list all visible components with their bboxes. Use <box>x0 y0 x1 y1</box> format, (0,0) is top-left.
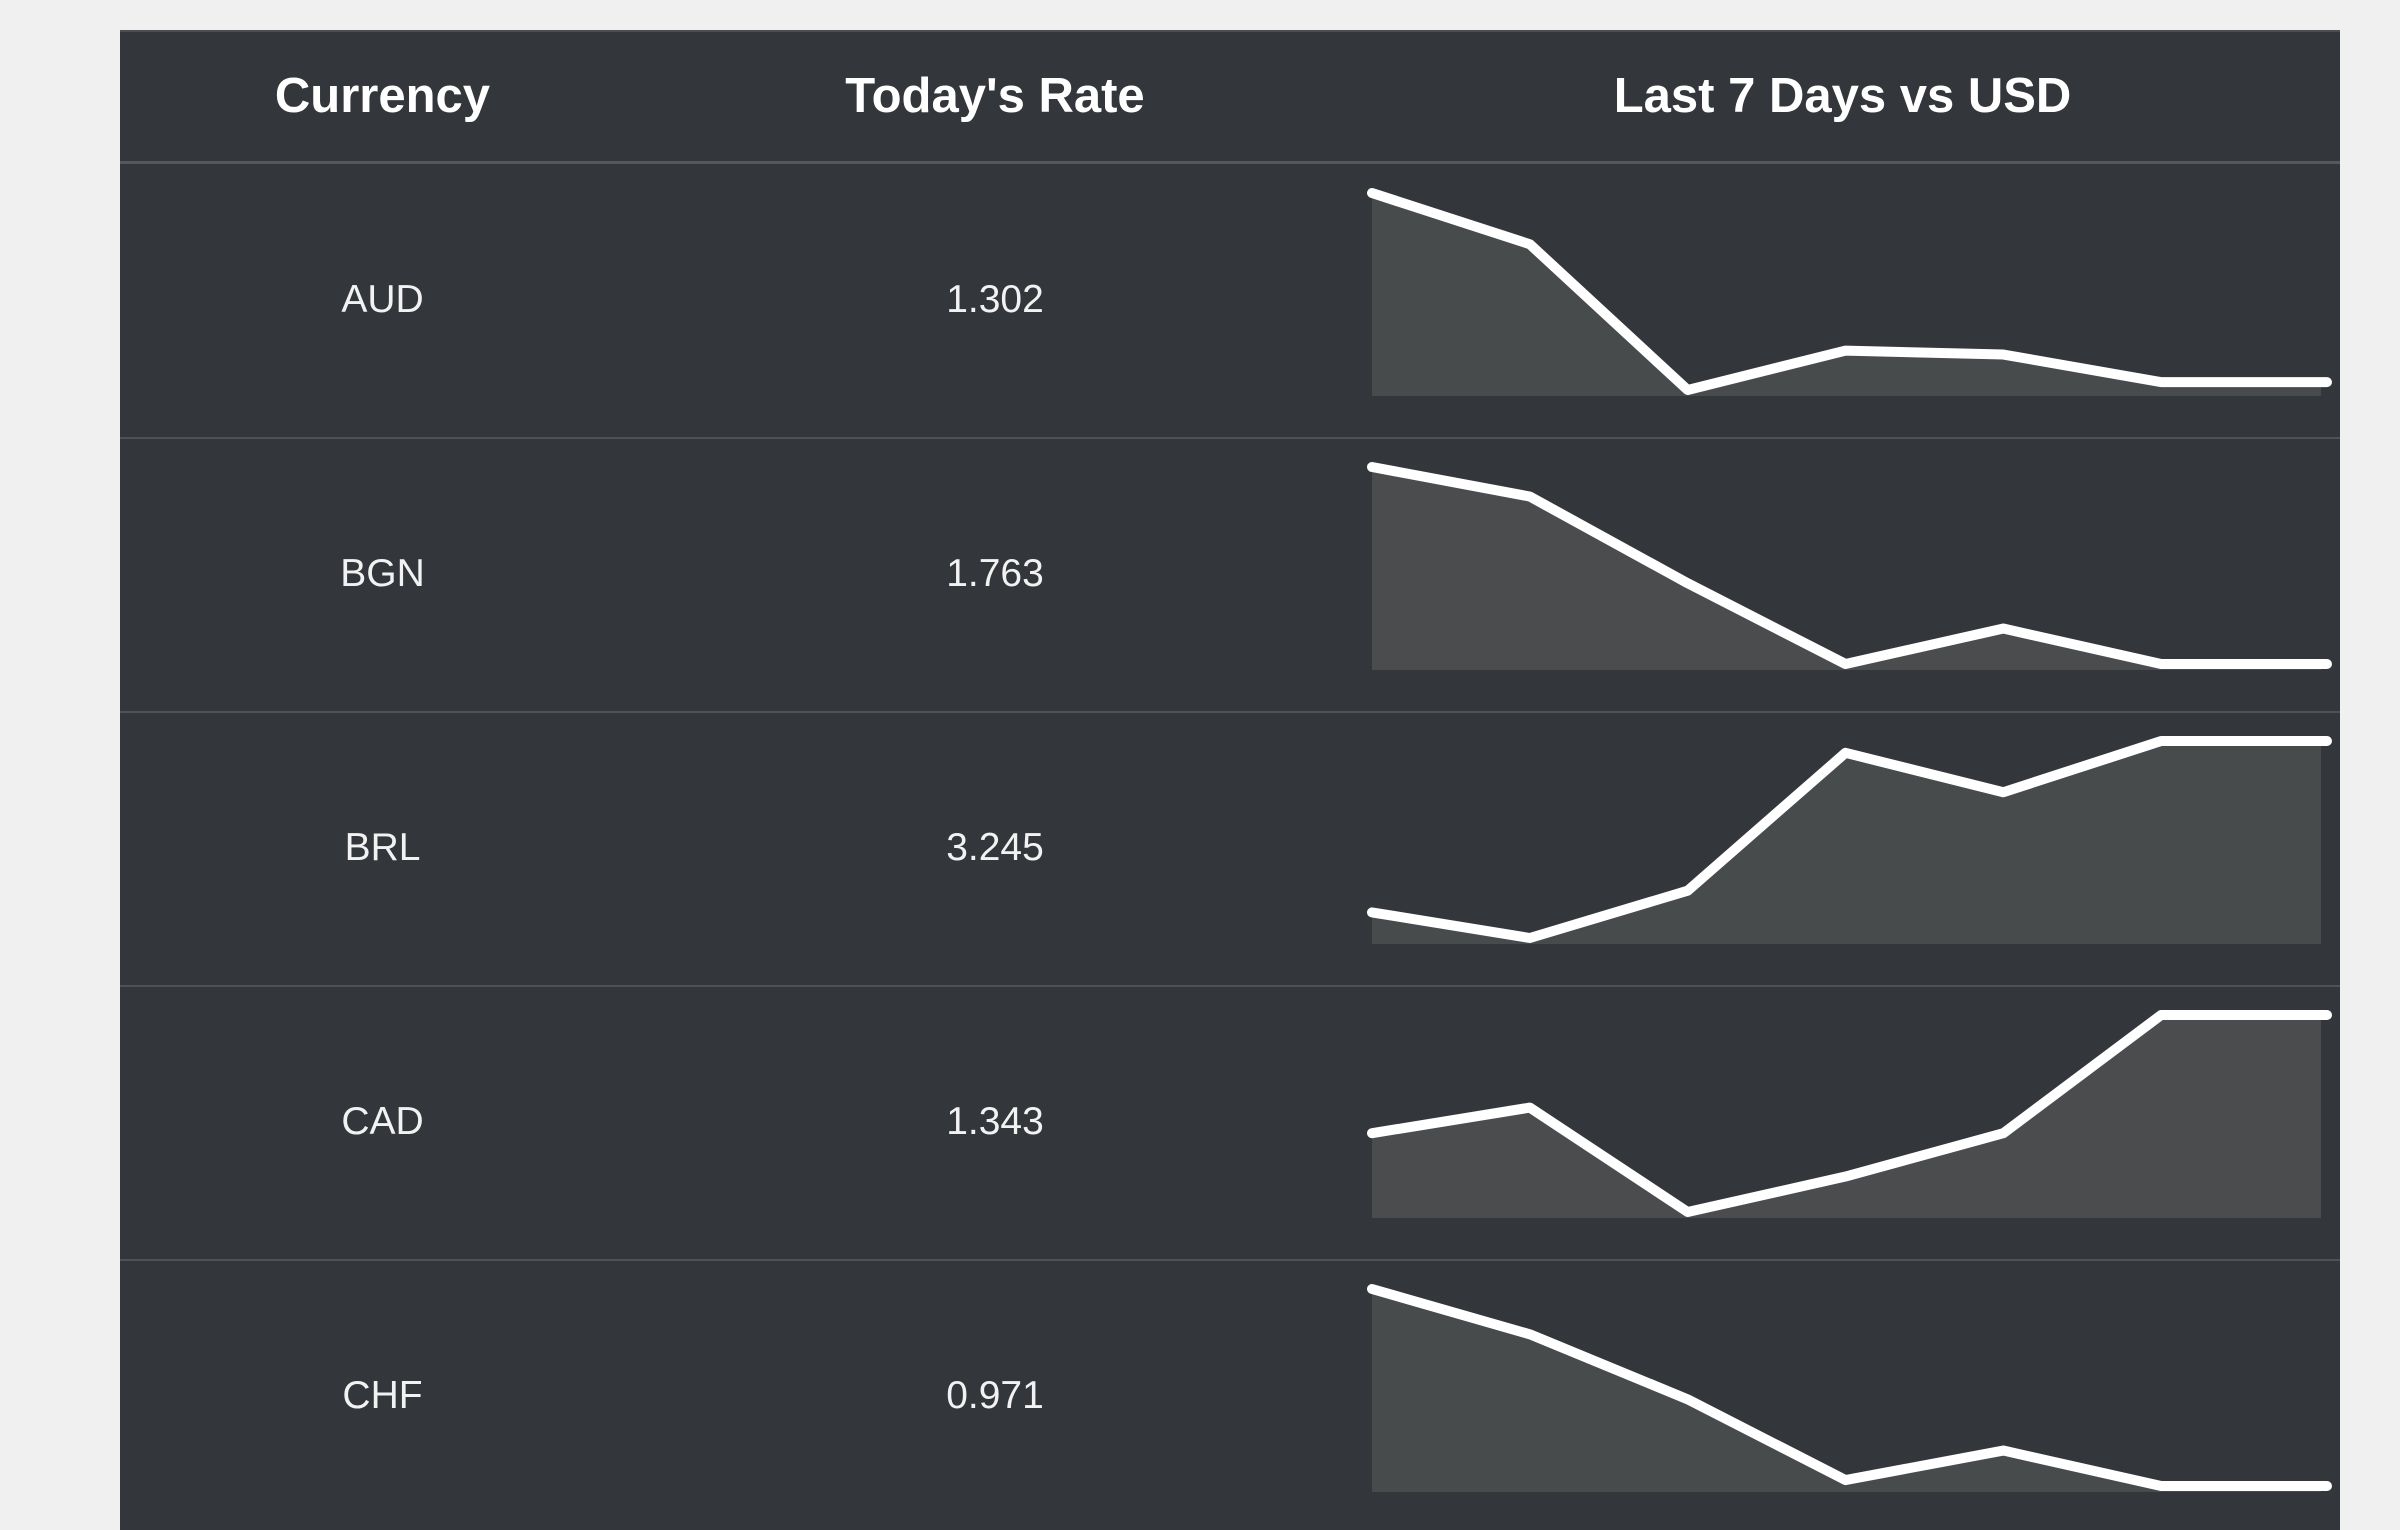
table-row[interactable]: BGN 1.763 <box>120 437 2340 713</box>
sparkline-chart <box>1367 462 2332 670</box>
rate-value: 0.971 <box>946 1374 1044 1417</box>
sparkline-chart <box>1367 1010 2332 1218</box>
currency-code: CHF <box>342 1374 423 1417</box>
table-row[interactable]: CAD 1.343 <box>120 985 2340 1261</box>
sparkline-chart <box>1367 1284 2332 1492</box>
currency-code: AUD <box>341 278 424 321</box>
sparkline-area <box>1372 741 2327 944</box>
sparkline-line <box>1367 188 2332 395</box>
table-row[interactable]: BRL 3.245 <box>120 711 2340 987</box>
currency-table: Currency Today's Rate Last 7 Days vs USD… <box>120 30 2340 1530</box>
sparkline-area <box>1372 193 2327 396</box>
sparkline-chart <box>1367 736 2332 944</box>
rate-value: 1.343 <box>946 1100 1044 1143</box>
sparkline-area <box>1372 1015 2327 1218</box>
rate-value: 1.302 <box>946 278 1044 321</box>
sparkline-line <box>1367 1284 2332 1491</box>
sparkline-line <box>1367 462 2332 669</box>
sparkline-line <box>1367 1010 2332 1217</box>
sparkline-chart <box>1367 188 2332 396</box>
rate-value: 1.763 <box>946 552 1044 595</box>
currency-code: BRL <box>344 826 421 869</box>
table-row[interactable]: CHF 0.971 <box>120 1259 2340 1530</box>
currency-code: BGN <box>340 552 425 595</box>
sparkline-area <box>1372 467 2327 670</box>
sparkline-line <box>1367 736 2332 943</box>
table-row[interactable]: AUD 1.302 <box>120 163 2340 439</box>
header-trend[interactable]: Last 7 Days vs USD <box>1613 69 2072 123</box>
rate-value: 3.245 <box>946 826 1044 869</box>
header-currency[interactable]: Currency <box>274 69 491 123</box>
sparkline-area <box>1372 1289 2327 1492</box>
header-rate[interactable]: Today's Rate <box>845 69 1145 123</box>
currency-code: CAD <box>341 1100 424 1143</box>
table-header-row: Currency Today's Rate Last 7 Days vs USD <box>120 32 2340 164</box>
